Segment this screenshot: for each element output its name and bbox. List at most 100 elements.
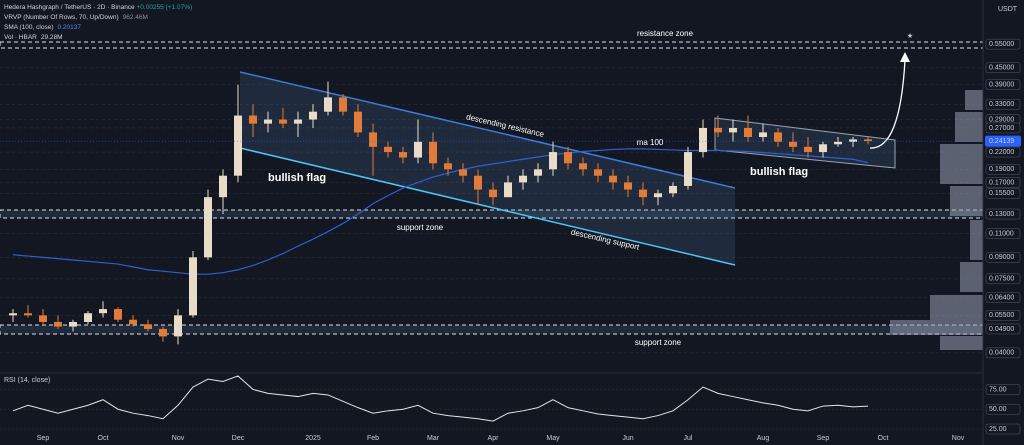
currency: USDT	[998, 6, 1018, 13]
y-tick-label: 0.13000	[989, 211, 1014, 218]
tick-box	[985, 273, 1021, 285]
y-tick-label: 0.17000	[989, 179, 1014, 186]
tick-box	[985, 164, 1021, 175]
indicator-value: 29.28M	[40, 34, 63, 41]
tick-box	[985, 252, 1021, 263]
indicator-value: 962.46M	[122, 14, 148, 21]
candle-body	[69, 321, 77, 327]
candle-body	[114, 309, 122, 320]
title: Hedera Hashgraph / TetherUS · 2D · Binan…	[4, 4, 135, 11]
candle-body	[294, 119, 302, 124]
candle-body	[324, 97, 332, 112]
candle-body	[549, 152, 557, 170]
candle-body	[429, 141, 437, 164]
channel	[240, 72, 735, 265]
indicator-name: SMA (100, close)	[4, 24, 54, 31]
candle-body	[684, 152, 692, 186]
candle-body	[309, 111, 317, 120]
x-tick-label: Oct	[98, 435, 109, 442]
symbol: Hedera Hashgraph / TetherUS · 2D · Binan…	[4, 3, 192, 13]
candle-body	[534, 169, 542, 176]
annotation: resistance zone	[637, 29, 694, 38]
candle-body	[729, 127, 737, 133]
y-tick-label: 75.00	[989, 386, 1007, 393]
tick-box	[985, 310, 1021, 321]
candle-body	[774, 132, 782, 142]
candle-body	[129, 319, 137, 325]
tick-box	[985, 146, 1021, 158]
y-tick-label: 0.05500	[989, 312, 1014, 319]
y-tick-label: 0.19000	[989, 166, 1014, 173]
y-tick-label: 0.11000	[989, 231, 1014, 238]
last-price-box	[985, 135, 1021, 147]
candle-body	[804, 146, 812, 153]
candle-body	[594, 169, 602, 176]
candle-body	[714, 127, 722, 133]
candle-body	[39, 315, 47, 322]
candle-body	[339, 97, 347, 112]
candle-body	[819, 144, 827, 153]
candle-body	[864, 139, 872, 142]
candle-body	[759, 132, 767, 138]
candle-body	[219, 175, 227, 198]
x-tick-label: Nov	[172, 435, 185, 442]
star: ★	[907, 32, 913, 40]
candle-body	[399, 152, 407, 158]
candle-body	[279, 119, 287, 124]
x-tick-label: Nov	[952, 435, 965, 442]
candle-body	[84, 313, 92, 322]
tick-box	[985, 403, 1021, 415]
change: +0.00255 (+1.07%)	[136, 4, 193, 11]
tick-box	[985, 188, 1021, 199]
volume-profile	[890, 90, 983, 350]
tick-box	[985, 423, 1021, 435]
tick-box	[985, 228, 1021, 239]
candle-body	[204, 197, 212, 258]
annotation: support zone	[397, 223, 444, 232]
tick-box	[985, 347, 1021, 359]
y-tick-label: 0.27000	[989, 125, 1014, 132]
candle-body	[504, 182, 512, 198]
candle-body	[369, 132, 377, 147]
candle-body	[849, 139, 857, 142]
resistance-line	[239, 71, 736, 189]
x-tick-label: Dec	[232, 435, 245, 442]
resistance-box	[0, 41, 984, 49]
candle-body	[474, 175, 482, 190]
x-tick-label: Apr	[488, 435, 500, 442]
candle-body	[624, 182, 632, 190]
candle-body	[159, 328, 167, 337]
candle-body	[489, 189, 497, 198]
tick-box	[985, 62, 1021, 74]
y-tick-label: 0.22000	[989, 149, 1014, 156]
tick-box	[985, 79, 1021, 90]
y-tick-label: 0.04000	[989, 350, 1014, 357]
y-tick-label: 0.09000	[989, 254, 1014, 261]
tick-box	[985, 177, 1021, 188]
tick-box	[985, 323, 1021, 335]
tick-box	[985, 384, 1021, 395]
y-tick-label: 25.00	[989, 426, 1007, 433]
candle-body	[9, 313, 17, 316]
indicator: Vol · HBAR 29.28M	[4, 33, 192, 43]
candle-body	[744, 127, 752, 138]
annotation: bullish flag	[268, 172, 326, 184]
candle-body	[249, 115, 257, 124]
candle-body	[54, 321, 62, 327]
tick-box	[985, 208, 1021, 220]
candle-body	[414, 141, 422, 158]
candle-body	[564, 152, 572, 164]
candle-body	[459, 169, 467, 176]
candle-body	[189, 257, 197, 316]
candle-body	[609, 175, 617, 183]
x-tick-label: Sep	[817, 435, 830, 442]
annotation: bullish flag	[750, 166, 808, 178]
y-tick-label: 0.07500	[989, 276, 1014, 283]
indicator-name: VRVP (Number Of Rows, 70, Up/Down)	[4, 14, 119, 21]
annotation: support zone	[635, 338, 682, 347]
y-tick-label: 50.00	[989, 406, 1007, 413]
candle-body	[99, 309, 107, 314]
x-tick-label: Mar	[427, 435, 440, 442]
